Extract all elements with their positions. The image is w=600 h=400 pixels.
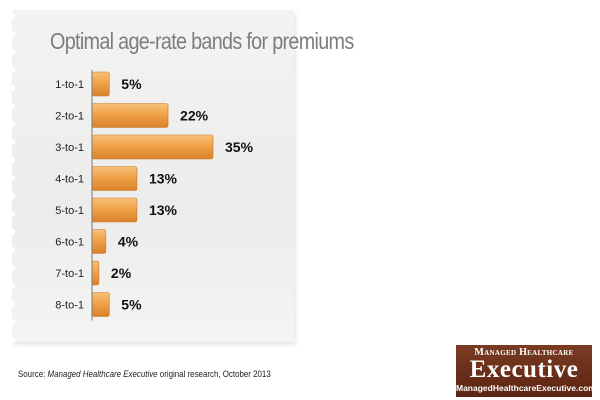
value-label: 13%: [149, 171, 178, 187]
category-label: 8-to-1: [55, 300, 84, 312]
source-note: Source: Managed Healthcare Executive ori…: [18, 369, 271, 379]
value-label: 4%: [118, 234, 139, 250]
source-prefix: Source:: [18, 369, 46, 379]
bar: [91, 229, 107, 254]
category-label: 4-to-1: [55, 174, 84, 186]
value-label: 13%: [149, 202, 178, 218]
value-label: 35%: [225, 139, 254, 155]
category-label: 7-to-1: [55, 268, 84, 280]
bar: [91, 292, 110, 317]
notepad-background: [7, 10, 294, 342]
publisher-logo: Managed Healthcare Executive ManagedHeal…: [456, 345, 596, 397]
logo-line1: Managed Healthcare: [474, 347, 574, 358]
bar: [91, 197, 138, 223]
category-label: 6-to-1: [55, 237, 84, 249]
value-label: 5%: [121, 76, 142, 92]
bar: [91, 134, 214, 160]
source-publication: Managed Healthcare Executive: [47, 369, 158, 379]
value-label: 2%: [111, 265, 132, 281]
bar: [91, 103, 169, 128]
category-label: 3-to-1: [55, 142, 84, 154]
value-label: 5%: [121, 297, 142, 313]
value-label: 22%: [180, 108, 209, 124]
bar: [91, 166, 138, 191]
category-label: 1-to-1: [55, 79, 84, 91]
logo-url: ManagedHealthcareExecutive.com: [456, 383, 596, 393]
bar: [91, 71, 110, 97]
category-label: 5-to-1: [55, 205, 84, 217]
bar: [91, 260, 100, 286]
logo-line2: Executive: [469, 356, 579, 383]
chart-title: Optimal age-rate bands for premiums: [50, 28, 354, 54]
category-label: 2-to-1: [55, 111, 84, 123]
source-suffix: original research, October 2013: [159, 369, 271, 379]
